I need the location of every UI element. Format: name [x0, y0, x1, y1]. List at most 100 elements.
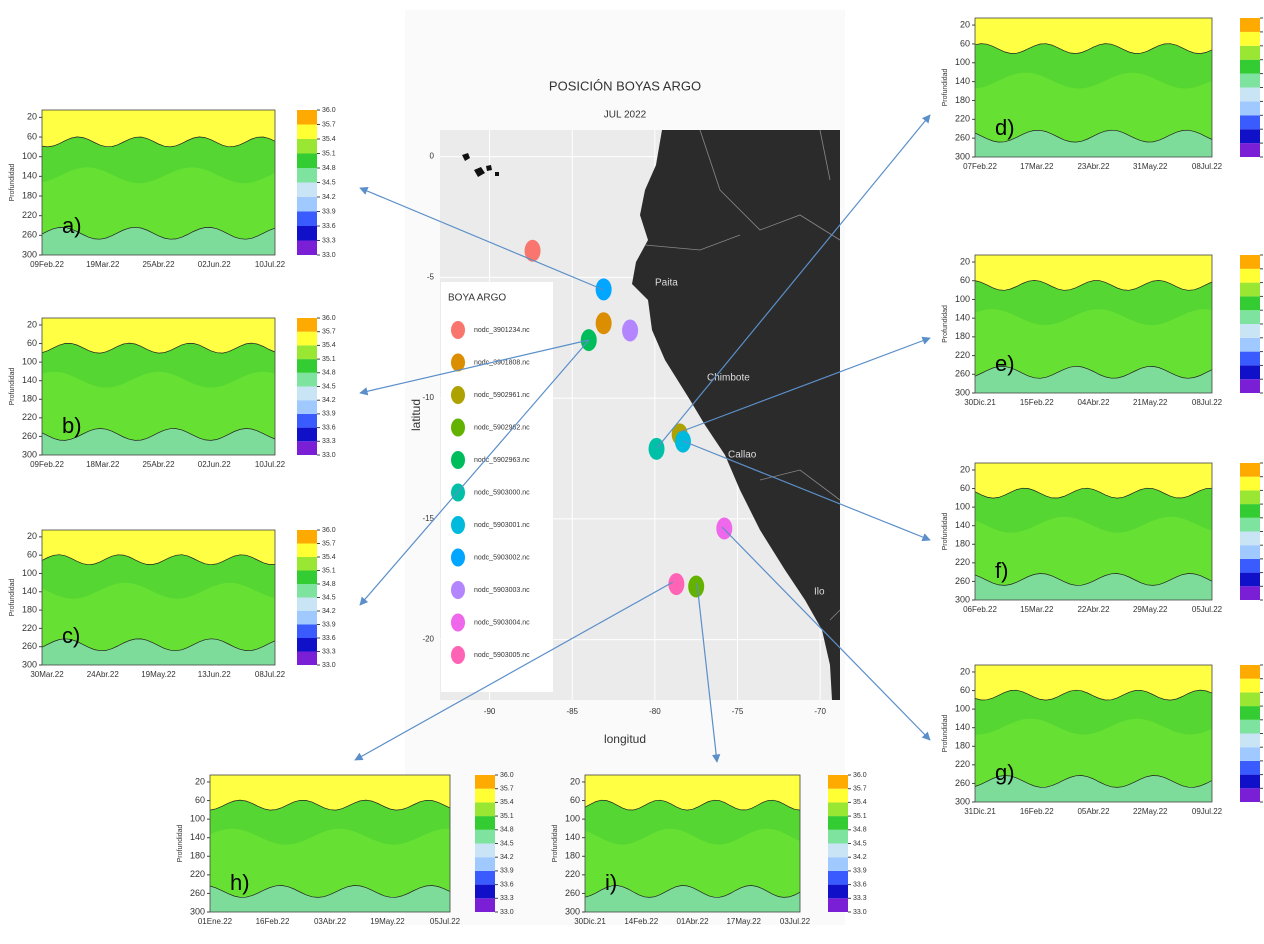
- y-tick-label: 60: [27, 338, 37, 348]
- colorbar-segment: [1240, 586, 1260, 600]
- colorbar-segment: [297, 212, 317, 227]
- y-tick-label: 180: [22, 190, 37, 200]
- y-tick-label: 20: [960, 256, 970, 266]
- x-tick-label: 31Dic.21: [964, 807, 996, 816]
- y-axis-label: Profundidad: [9, 368, 16, 406]
- colorbar-segment: [1240, 296, 1260, 310]
- legend-label: nodc_5903002.nc: [474, 554, 530, 561]
- colorbar-label: 33.3: [322, 237, 336, 244]
- colorbar-segment: [475, 898, 495, 912]
- colorbar-segment: [1240, 532, 1260, 546]
- y-axis-label: Profundidad: [942, 513, 949, 551]
- x-tick-label: 18Mar.22: [86, 460, 120, 469]
- legend-swatch: [451, 386, 465, 404]
- y-tick-label: 60: [27, 131, 37, 141]
- colorbar-label: 33.9: [322, 411, 336, 418]
- colorbar-label: 33.6: [322, 424, 336, 431]
- colorbar-label: 34.5: [853, 840, 867, 847]
- y-tick-label: 20: [960, 666, 970, 676]
- panel: 206010014018022026030030Mar.2224Abr.2219…: [9, 527, 336, 679]
- x-tick-label: -80: [649, 707, 661, 716]
- buoy-point: [596, 312, 612, 334]
- y-tick-label: 140: [22, 586, 37, 596]
- legend-swatch: [451, 646, 465, 664]
- panel-label: c): [62, 623, 80, 648]
- colorbar-label: 34.2: [322, 608, 336, 615]
- colorbar-segment: [1240, 379, 1260, 393]
- colorbar-segment: [1240, 490, 1260, 504]
- colorbar-label: 35.4: [500, 799, 514, 806]
- colorbar-label: 36.0: [322, 315, 336, 322]
- y-axis-label: Profundidad: [942, 715, 949, 753]
- panel-label: b): [62, 413, 82, 438]
- colorbar-segment: [297, 414, 317, 428]
- colorbar-segment: [297, 139, 317, 154]
- x-tick-label: 31May.22: [1133, 162, 1168, 171]
- colorbar-segment: [828, 775, 848, 789]
- colorbar-segment: [828, 898, 848, 912]
- y-tick-label: 100: [955, 501, 970, 511]
- colorbar-label: 33.0: [322, 452, 336, 459]
- y-tick-label: 100: [190, 813, 205, 823]
- x-tick-label: 09Feb.22: [30, 260, 64, 269]
- x-tick-label: 01Ene.22: [198, 917, 233, 926]
- y-tick-label: 220: [22, 412, 37, 422]
- y-tick-label: 60: [960, 38, 970, 48]
- y-tick-label: 20: [27, 531, 37, 541]
- x-tick-label: 02Jun.22: [198, 460, 231, 469]
- y-tick-label: 60: [27, 550, 37, 560]
- colorbar-label: 36.0: [322, 107, 336, 114]
- colorbar-label: 36.0: [322, 527, 336, 534]
- panel: 206010014018022026030006Feb.2215Mar.2222…: [942, 460, 1264, 614]
- colorbar-segment: [297, 345, 317, 359]
- y-axis-label: latitud: [409, 399, 423, 431]
- legend-label: nodc_5902961.nc: [474, 392, 530, 399]
- legend-label: nodc_5903005.nc: [474, 652, 530, 659]
- y-tick-label: 260: [955, 778, 970, 788]
- colorbar-segment: [1240, 88, 1260, 102]
- legend-swatch: [451, 581, 465, 599]
- colorbar-segment: [1240, 692, 1260, 706]
- y-tick-label: 140: [565, 832, 580, 842]
- x-tick-label: 16Feb.22: [1020, 807, 1054, 816]
- colorbar-segment: [297, 110, 317, 125]
- y-tick-label: 300: [22, 659, 37, 669]
- colorbar-label: 33.6: [322, 223, 336, 230]
- x-tick-label: 30Dic.21: [964, 398, 996, 407]
- x-axis-label: longitud: [604, 732, 646, 746]
- colorbar-label: 36.0: [500, 772, 514, 779]
- y-tick-label: 60: [195, 795, 205, 805]
- legend-label: nodc_5902962.nc: [474, 424, 530, 431]
- colorbar-segment: [1240, 747, 1260, 761]
- colorbar-segment: [1240, 706, 1260, 720]
- x-tick-label: 08Jul.22: [255, 670, 286, 679]
- colorbar-label: 35.1: [500, 813, 514, 820]
- colorbar-label: 33.9: [853, 868, 867, 875]
- y-tick-label: 220: [955, 557, 970, 567]
- panel-label: i): [605, 870, 617, 895]
- colorbar-label: 35.1: [322, 150, 336, 157]
- place-label: Ilo: [814, 587, 825, 598]
- x-tick-label: 24Abr.22: [87, 670, 120, 679]
- x-tick-label: 23Abr.22: [1077, 162, 1110, 171]
- colorbar-segment: [297, 611, 317, 625]
- colorbar-label: 33.0: [500, 909, 514, 916]
- colorbar-segment: [828, 885, 848, 899]
- buoy-point: [668, 573, 684, 595]
- colorbar-label: 34.2: [322, 397, 336, 404]
- colorbar-label: 35.1: [322, 567, 336, 574]
- colorbar-segment: [1240, 310, 1260, 324]
- colorbar-segment: [475, 789, 495, 803]
- y-tick-label: 140: [190, 832, 205, 842]
- colorbar-label: 35.4: [322, 554, 336, 561]
- panel: 206010014018022026030031Dic.2116Feb.2205…: [942, 662, 1264, 816]
- colorbar-segment: [1240, 573, 1260, 587]
- legend-swatch: [451, 516, 465, 534]
- x-tick-label: 17May.22: [726, 917, 761, 926]
- x-tick-label: 19Mar.22: [86, 260, 120, 269]
- x-tick-label: 15Mar.22: [1020, 605, 1054, 614]
- y-tick-label: 220: [955, 114, 970, 124]
- colorbar-segment: [1240, 504, 1260, 518]
- colorbar-segment: [1240, 324, 1260, 338]
- colorbar-label: 33.0: [322, 252, 336, 259]
